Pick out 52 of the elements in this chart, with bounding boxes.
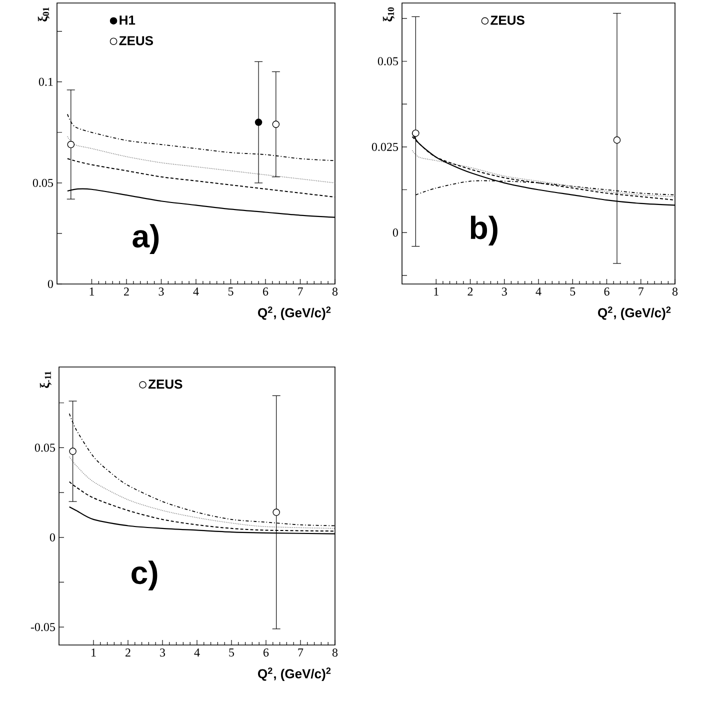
legend-label: ZEUS — [148, 380, 182, 389]
x-tick-label: 8 — [672, 288, 678, 296]
y-axis-title: ξ$_{01}$ — [38, 8, 50, 22]
x-tick-label: 2 — [468, 288, 473, 296]
y-tick-label: 0 — [48, 280, 54, 288]
x-tick-label: 1 — [434, 288, 438, 296]
x-tick-label: 5 — [570, 288, 576, 296]
x-tick-label: 7 — [298, 648, 304, 656]
x-axis-title: Q$^{2}$, (GeV/c)$^{2}$ — [598, 306, 671, 320]
y-tick-label: 0.05 — [378, 57, 398, 66]
x-tick-label: 4 — [194, 648, 200, 656]
legend-label: ZEUS — [490, 16, 524, 25]
x-axis-title: Q$^{2}$, (GeV/c)$^{2}$ — [258, 668, 331, 681]
x-tick-label: 6 — [264, 648, 269, 657]
x-axis-title: Q$^{2}$, (GeV/c)$^{2}$ — [258, 306, 331, 320]
x-tick-label: 7 — [298, 288, 303, 296]
x-tick-label: 2 — [124, 288, 129, 296]
y-axis-title: ξ$_{10}$ — [382, 7, 394, 22]
x-tick-label: 5 — [229, 648, 234, 657]
x-tick-label: 4 — [536, 288, 542, 296]
line-series — [68, 456, 336, 529]
y-tick-label: 0.05 — [32, 178, 54, 187]
x-tick-label: 8 — [332, 648, 338, 657]
x-tick-label: 3 — [158, 288, 164, 296]
x-tick-label: 6 — [263, 288, 268, 296]
x-tick-label: 3 — [160, 648, 166, 657]
annotation: b) — [470, 216, 498, 246]
point — [272, 120, 280, 128]
annotation: c) — [132, 560, 158, 590]
y-axis-title: ξ$_{-11}$ — [40, 372, 52, 388]
y-tick-label: 0 — [50, 533, 56, 542]
x-tick-label: 2 — [126, 648, 130, 656]
legend-label: H1 — [120, 16, 136, 25]
x-tick-label: 1 — [90, 288, 94, 296]
line-series — [67, 136, 336, 184]
x-tick-label: 8 — [332, 288, 338, 296]
x-tick-label: 5 — [228, 288, 234, 296]
y-tick-label: 0.1 — [38, 78, 53, 86]
y-tick-label: 0 — [392, 228, 398, 237]
annotation: a) — [132, 224, 159, 254]
point — [67, 140, 75, 148]
point — [254, 118, 262, 126]
x-tick-label: 3 — [502, 288, 507, 296]
x-tick-label: 1 — [92, 648, 96, 656]
legend-label: ZEUS — [119, 36, 154, 46]
line-series — [412, 150, 676, 198]
y-tick-label: 0.025 — [372, 142, 398, 152]
x-tick-label: 6 — [604, 288, 610, 296]
x-tick-label: 7 — [638, 288, 644, 296]
x-tick-label: 4 — [193, 288, 199, 296]
y-tick-label: 0.05 — [34, 444, 56, 452]
y-tick-label: -0.05 — [30, 622, 56, 632]
